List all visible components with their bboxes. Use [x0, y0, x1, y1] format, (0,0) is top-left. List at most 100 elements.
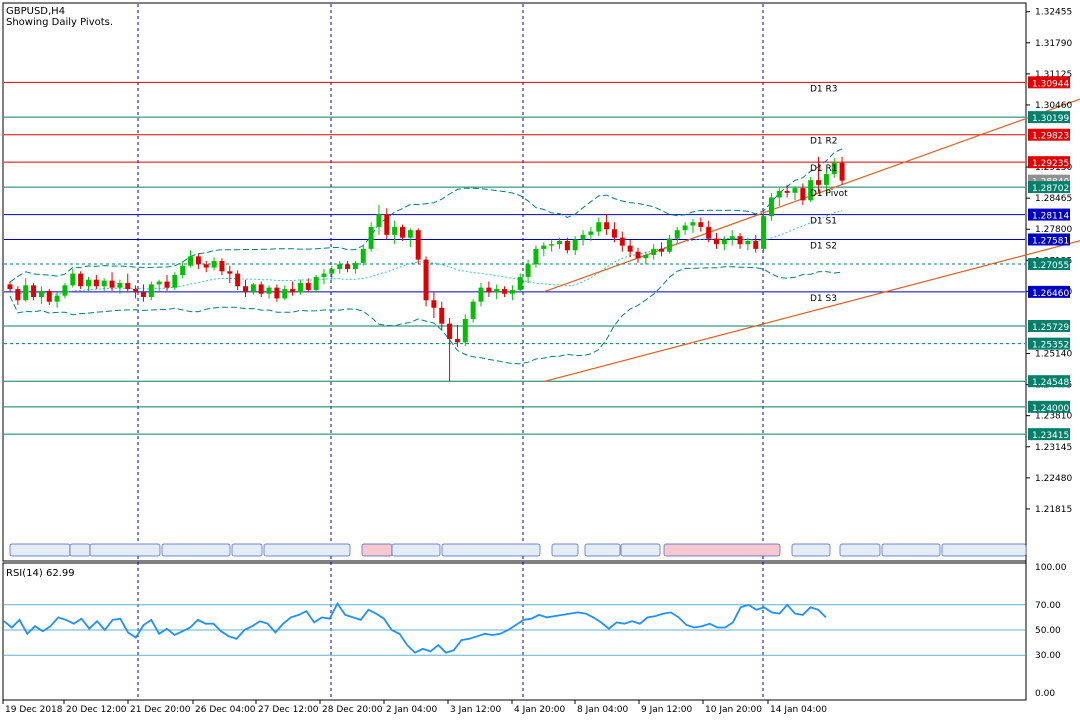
- session-marker-group: [231, 543, 263, 557]
- pivot-label: D1 R2: [810, 137, 838, 147]
- candle-body: [596, 222, 602, 232]
- rsi-y-tick-label: 50.00: [1035, 626, 1061, 636]
- x-tick-label: 2 Jan 04:00: [386, 705, 438, 715]
- session-marker-group: [391, 543, 441, 557]
- candle-body: [235, 273, 241, 287]
- candle-body: [800, 188, 806, 201]
- candle-body: [384, 214, 390, 235]
- price-tag-box: [1028, 156, 1070, 169]
- x-tick-label: 28 Dec 20:00: [322, 705, 383, 715]
- price-tag-box: [1028, 76, 1070, 89]
- candle-body: [768, 197, 774, 217]
- candle-body: [258, 284, 264, 294]
- candle-body: [753, 240, 759, 249]
- candle-body: [729, 236, 735, 240]
- rsi-title: RSI(14) 62.99: [6, 568, 75, 579]
- rsi-y-tick-label: 30.00: [1035, 651, 1061, 661]
- rsi-y-tick-label: 0.00: [1035, 689, 1055, 699]
- pivot-label: D1 R1: [810, 164, 838, 174]
- candle-body: [188, 256, 194, 266]
- candle-body: [392, 226, 398, 235]
- session-marker-group: [263, 543, 351, 557]
- candle-body: [101, 280, 107, 287]
- candle-body: [117, 282, 123, 288]
- candle-body: [588, 231, 594, 235]
- candle-body: [572, 239, 578, 251]
- candle-body: [502, 289, 508, 294]
- price-tag-label: 1.28114: [1032, 212, 1069, 222]
- candle-body: [290, 289, 296, 293]
- x-tick-label: 3 Jan 12:00: [450, 705, 502, 715]
- pivot-label: D1 R3: [810, 84, 838, 94]
- candle-body: [478, 287, 484, 302]
- x-tick-label: 20 Dec 12:00: [66, 705, 127, 715]
- candle-body: [761, 216, 767, 249]
- candle-body: [227, 271, 233, 274]
- y-tick-label: 1.27800: [1035, 225, 1072, 235]
- session-marker-group: [9, 543, 71, 557]
- x-tick-label: 26 Dec 04:00: [195, 705, 256, 715]
- y-tick-label: 1.25140: [1035, 350, 1072, 360]
- candle-body: [313, 276, 319, 290]
- candle-body: [439, 307, 445, 324]
- candle-body: [470, 301, 476, 319]
- price-tag-label: 1.29823: [1032, 132, 1069, 142]
- y-tick-label: 1.32455: [1035, 8, 1072, 18]
- candle-body: [454, 339, 460, 343]
- candle-body: [54, 295, 60, 302]
- candle-body: [400, 226, 405, 238]
- chart-title: GBPUSD,H4: [6, 6, 65, 17]
- candle-body: [659, 248, 665, 252]
- session-marker-group: [941, 543, 1027, 557]
- candle-body: [219, 261, 225, 272]
- price-tag-label: 1.29235: [1032, 159, 1069, 169]
- y-tick-label: 1.23145: [1035, 443, 1072, 453]
- x-tick-label: 14 Jan 04:00: [770, 705, 827, 715]
- candle-body: [627, 245, 633, 252]
- pivot-label: D1 Pivot: [810, 189, 848, 199]
- candle-body: [643, 254, 649, 259]
- candle-body: [714, 238, 719, 245]
- candle-body: [266, 287, 272, 294]
- candle-body: [243, 286, 248, 293]
- candle-body: [86, 279, 91, 287]
- candle-body: [321, 273, 327, 277]
- session-marker-group: [839, 543, 881, 557]
- band-middle: [9, 210, 843, 296]
- candle-body: [172, 275, 178, 288]
- y-tick-label: 1.30460: [1035, 101, 1072, 111]
- session-marker-group: [361, 543, 393, 557]
- candle-body: [274, 287, 280, 299]
- candle-body: [698, 222, 704, 227]
- x-tick-label: 4 Jan 20:00: [514, 705, 566, 715]
- candle-body: [533, 248, 539, 265]
- session-marker-group: [620, 543, 661, 557]
- price-tag-box: [1028, 320, 1070, 333]
- candle-body: [125, 282, 131, 290]
- rsi-line: [3, 601, 827, 654]
- candle-body: [831, 162, 837, 175]
- candle-body: [282, 289, 288, 299]
- candle-body: [823, 174, 829, 185]
- price-tag-label: 1.28702: [1032, 184, 1069, 194]
- candle-body: [619, 237, 625, 246]
- candle-body: [70, 273, 76, 286]
- candle-body: [611, 229, 617, 238]
- candle-body: [78, 273, 84, 287]
- candle-body: [423, 259, 429, 301]
- x-tick-label: 8 Jan 04:00: [577, 705, 629, 715]
- candle-body: [93, 279, 99, 287]
- candle-body: [352, 262, 358, 269]
- candle-body: [494, 289, 500, 293]
- candle-body: [666, 238, 672, 252]
- candle-body: [839, 162, 845, 181]
- candle-body: [525, 264, 531, 277]
- candle-body: [368, 226, 374, 249]
- candle-body: [415, 230, 421, 260]
- candle-body: [792, 188, 798, 193]
- price-tag-label: 1.30199: [1032, 114, 1069, 124]
- candle-body: [564, 240, 570, 251]
- price-tag-label: 1.25352: [1032, 341, 1069, 351]
